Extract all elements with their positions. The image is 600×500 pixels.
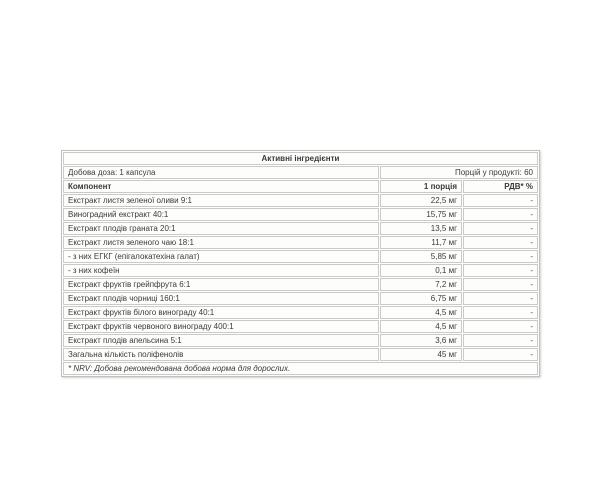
amount-cell: 45 мг — [380, 348, 462, 361]
dose-label: Добова доза: 1 капсула — [63, 166, 379, 179]
amount-cell: 15,75 мг — [380, 208, 462, 221]
footnote-row: * NRV: Добова рекомендована добова норма… — [63, 362, 538, 375]
component-cell: Екстракт листя зеленого чаю 18:1 — [63, 236, 379, 249]
table-title: Активні інгредієнти — [63, 152, 538, 165]
table-head-section: Активні інгредієнти Добова доза: 1 капсу… — [63, 152, 538, 193]
component-cell: Екстракт фруктів грейпфрута 6:1 — [63, 278, 379, 291]
component-cell: Екстракт фруктів білого винограду 40:1 — [63, 306, 379, 319]
ingredient-row: Екстракт листя зеленого чаю 18:1 11,7 мг… — [63, 236, 538, 249]
amount-cell: 22,5 мг — [380, 194, 462, 207]
amount-cell: 5,85 мг — [380, 250, 462, 263]
ingredient-row: Екстракт фруктів грейпфрута 6:1 7,2 мг - — [63, 278, 538, 291]
ingredient-row: - з них кофеїн 0,1 мг - — [63, 264, 538, 277]
amount-cell: 4,5 мг — [380, 320, 462, 333]
component-cell: Екстракт плодів апельсина 5:1 — [63, 334, 379, 347]
amount-cell: 3,6 мг — [380, 334, 462, 347]
component-cell: Екстракт листя зеленої оливи 9:1 — [63, 194, 379, 207]
column-header-rdv-percent: РДВ* % — [463, 180, 538, 193]
nrv-footnote: * NRV: Добова рекомендована добова норма… — [63, 362, 538, 375]
rdv-cell: - — [463, 250, 538, 263]
dose-row: Добова доза: 1 капсула Порцій у продукті… — [63, 166, 538, 179]
rdv-cell: - — [463, 334, 538, 347]
ingredient-row: Екстракт фруктів білого винограду 40:1 4… — [63, 306, 538, 319]
active-ingredients-table: Активні інгредієнти Добова доза: 1 капсу… — [61, 150, 540, 377]
rdv-cell: - — [463, 306, 538, 319]
rdv-cell: - — [463, 264, 538, 277]
ingredient-row: Екстракт фруктів червоного винограду 400… — [63, 320, 538, 333]
ingredient-row: Загальна кількість поліфенолів 45 мг - — [63, 348, 538, 361]
column-header-component: Компонент — [63, 180, 379, 193]
component-cell: - з них ЕГКГ (епігалокатехіна галат) — [63, 250, 379, 263]
title-row: Активні інгредієнти — [63, 152, 538, 165]
table-foot-section: * NRV: Добова рекомендована добова норма… — [63, 362, 538, 375]
amount-cell: 0,1 мг — [380, 264, 462, 277]
amount-cell: 11,7 мг — [380, 236, 462, 249]
rdv-cell: - — [463, 278, 538, 291]
ingredient-row: Екстракт плодів граната 20:1 13,5 мг - — [63, 222, 538, 235]
rdv-cell: - — [463, 292, 538, 305]
component-cell: Екстракт фруктів червоного винограду 400… — [63, 320, 379, 333]
ingredient-row: Екстракт плодів чорниці 160:1 6,75 мг - — [63, 292, 538, 305]
ingredient-row: Екстракт плодів апельсина 5:1 3,6 мг - — [63, 334, 538, 347]
rdv-cell: - — [463, 320, 538, 333]
rdv-cell: - — [463, 208, 538, 221]
rdv-cell: - — [463, 194, 538, 207]
servings-label: Порцій у продукті: 60 — [380, 166, 538, 179]
ingredient-row: - з них ЕГКГ (епігалокатехіна галат) 5,8… — [63, 250, 538, 263]
amount-cell: 13,5 мг — [380, 222, 462, 235]
column-header-per-serving: 1 порція — [380, 180, 462, 193]
column-header-row: Компонент 1 порція РДВ* % — [63, 180, 538, 193]
rdv-cell: - — [463, 222, 538, 235]
rdv-cell: - — [463, 236, 538, 249]
ingredient-row: Виноградний екстракт 40:1 15,75 мг - — [63, 208, 538, 221]
component-cell: Екстракт плодів чорниці 160:1 — [63, 292, 379, 305]
component-cell: Загальна кількість поліфенолів — [63, 348, 379, 361]
amount-cell: 7,2 мг — [380, 278, 462, 291]
component-cell: Екстракт плодів граната 20:1 — [63, 222, 379, 235]
amount-cell: 6,75 мг — [380, 292, 462, 305]
amount-cell: 4,5 мг — [380, 306, 462, 319]
ingredient-row: Екстракт листя зеленої оливи 9:1 22,5 мг… — [63, 194, 538, 207]
component-cell: - з них кофеїн — [63, 264, 379, 277]
rdv-cell: - — [463, 348, 538, 361]
ingredient-rows-section: Екстракт листя зеленої оливи 9:1 22,5 мг… — [63, 194, 538, 361]
component-cell: Виноградний екстракт 40:1 — [63, 208, 379, 221]
